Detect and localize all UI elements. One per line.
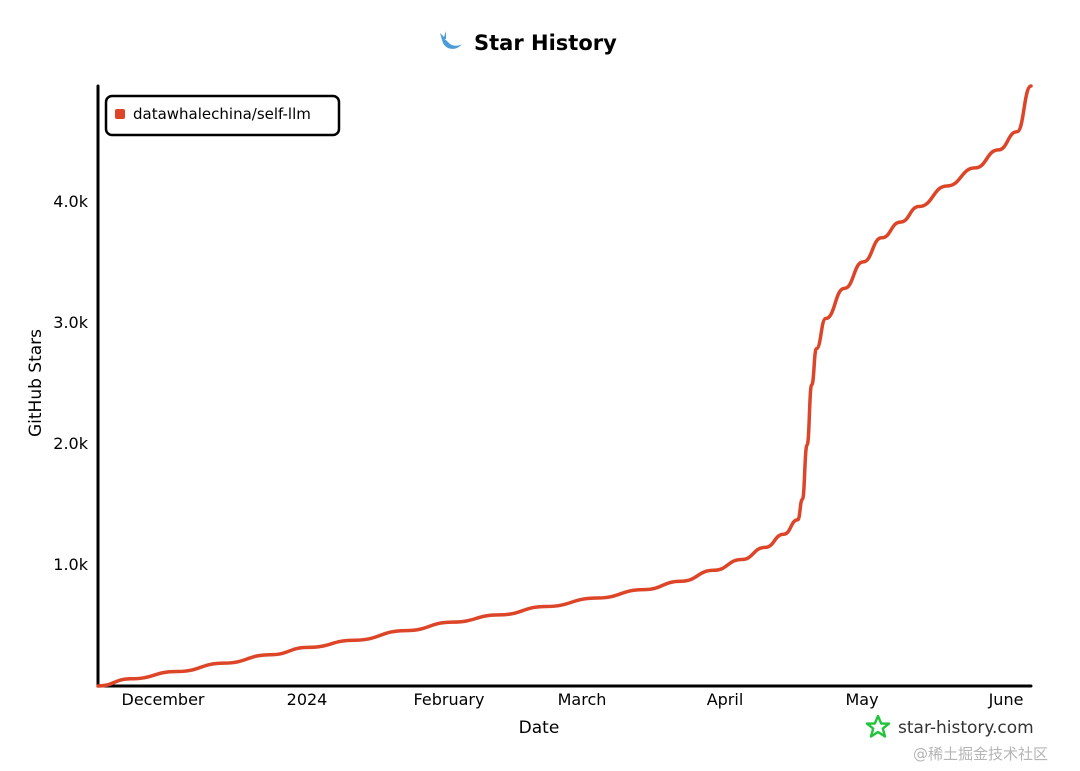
watermark: @稀土掘金技术社区 xyxy=(913,745,1048,763)
legend-box xyxy=(104,94,341,137)
x-tick-label: April xyxy=(707,690,744,709)
x-tick-label: February xyxy=(414,690,485,709)
y-tick-label: 1.0k xyxy=(53,555,88,574)
series-line xyxy=(96,84,1033,688)
legend-label: datawhalechina/self-llm xyxy=(133,105,311,123)
legend-swatch xyxy=(115,109,125,119)
y-tick-label: 3.0k xyxy=(53,313,88,332)
y-tick-label: 2.0k xyxy=(53,434,88,453)
brand-url: star-history.com xyxy=(898,718,1034,738)
y-axis-ticks: 1.0k 2.0k 3.0k 4.0k xyxy=(53,192,88,574)
x-axis-label: Date xyxy=(519,718,560,738)
star-outline-icon xyxy=(865,714,891,738)
whale-icon xyxy=(440,31,462,49)
x-tick-label: 2024 xyxy=(287,690,328,709)
x-tick-label: May xyxy=(845,690,878,709)
y-axis-label: GitHub Stars xyxy=(26,329,46,437)
x-tick-label: June xyxy=(988,690,1024,709)
chart-title-group: Star History xyxy=(440,31,617,55)
legend: datawhalechina/self-llm xyxy=(104,94,341,137)
brand: star-history.com xyxy=(865,714,1034,738)
chart-title: Star History xyxy=(474,31,617,55)
x-tick-label: March xyxy=(558,690,607,709)
y-tick-label: 4.0k xyxy=(53,192,88,211)
x-tick-label: December xyxy=(122,690,205,709)
x-axis-ticks: December 2024 February March April May J… xyxy=(122,690,1024,709)
